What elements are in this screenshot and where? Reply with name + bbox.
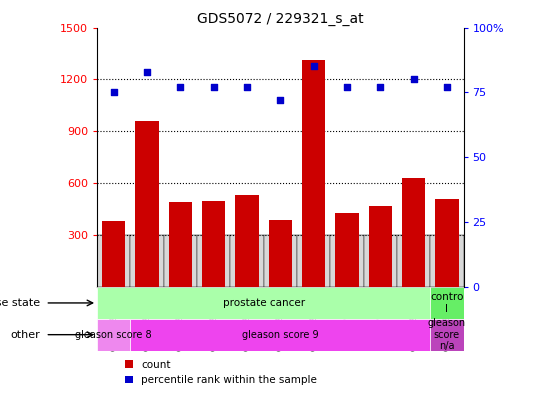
Point [309,63,318,70]
Point [409,76,418,83]
Bar [164,235,197,287]
Bar [236,195,259,287]
Bar [202,200,225,287]
Bar [264,235,297,287]
Bar [102,221,126,287]
Bar [430,319,464,351]
Bar [335,213,358,287]
Bar [169,202,192,287]
Text: gleason score 9: gleason score 9 [242,330,319,340]
Bar [97,319,130,351]
Bar [435,199,459,287]
Bar [97,235,130,287]
Bar [268,220,292,287]
Text: gleason
score
n/a: gleason score n/a [428,318,466,351]
Point [243,84,251,90]
Text: contro
l: contro l [430,292,464,314]
Text: prostate cancer: prostate cancer [223,298,305,308]
Text: other: other [11,330,40,340]
Point [443,84,451,90]
Bar [402,178,425,287]
Bar [230,235,264,287]
Bar [297,235,330,287]
Bar [364,235,397,287]
Bar [397,235,430,287]
Point [209,84,218,90]
Point [109,89,118,95]
Bar [135,121,158,287]
Bar [130,319,430,351]
Bar [430,235,464,287]
Text: gleason score 8: gleason score 8 [75,330,152,340]
Point [176,84,185,90]
Bar [302,61,325,287]
Point [376,84,384,90]
Point [343,84,351,90]
Legend: count, percentile rank within the sample: count, percentile rank within the sample [121,356,321,389]
Point [143,68,151,75]
Bar [330,235,364,287]
Bar [369,206,392,287]
Bar [430,287,464,319]
Title: GDS5072 / 229321_s_at: GDS5072 / 229321_s_at [197,13,364,26]
Text: disease state: disease state [0,298,40,308]
Bar [197,235,230,287]
Point [276,97,285,103]
Bar [130,235,164,287]
